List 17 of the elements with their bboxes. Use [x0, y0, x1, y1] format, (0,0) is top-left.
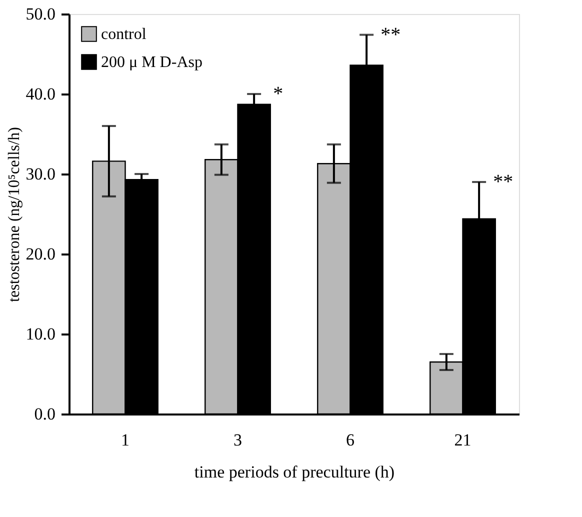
y-tick-label: 30.0: [26, 164, 56, 184]
x-tick-label: 6: [346, 430, 354, 450]
y-tick-label: 0.0: [34, 404, 56, 424]
y-tick-label: 10.0: [26, 324, 56, 344]
annotation: **: [493, 171, 514, 193]
x-axis-title: time periods of preculture (h): [194, 462, 395, 482]
x-tick-label: 3: [234, 430, 242, 450]
annotation: **: [380, 24, 401, 46]
y-tick-label: 50.0: [26, 4, 56, 24]
x-tick-label: 1: [121, 430, 130, 450]
y-axis-title: testosterone (ng/10⁵cells/h): [6, 127, 23, 302]
y-tick-label: 20.0: [26, 244, 56, 264]
annotation: *: [273, 83, 284, 105]
legend-label: control: [101, 26, 147, 43]
x-tick-label: 21: [454, 430, 472, 450]
legend-label: 200 μ M D-Asp: [101, 54, 202, 71]
y-tick-label: 40.0: [26, 84, 56, 104]
